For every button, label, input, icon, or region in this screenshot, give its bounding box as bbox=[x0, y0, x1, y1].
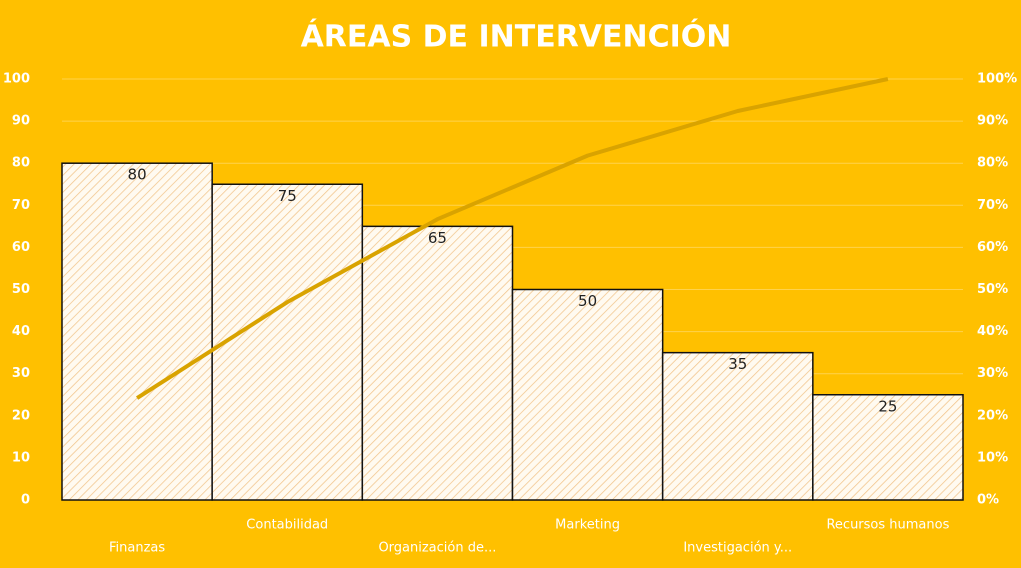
y-tick-label: 90 bbox=[12, 114, 30, 129]
y2-tick-label: 60% bbox=[977, 240, 1008, 255]
y-tick-label: 100 bbox=[3, 72, 30, 87]
y2-tick-label: 80% bbox=[977, 156, 1008, 171]
bar bbox=[812, 394, 964, 501]
bar bbox=[511, 288, 664, 501]
y2-tick-label: 30% bbox=[977, 366, 1008, 381]
x-tick-label: Finanzas bbox=[109, 541, 165, 556]
data-label: 75 bbox=[278, 187, 297, 205]
y2-tick-label: 0% bbox=[977, 493, 999, 508]
data-label: 50 bbox=[578, 292, 597, 310]
bar bbox=[61, 162, 213, 501]
y-tick-label: 0 bbox=[21, 493, 30, 508]
x-tick-label: Organización de... bbox=[378, 541, 496, 556]
bar bbox=[661, 351, 814, 501]
y-tick-label: 20 bbox=[12, 408, 30, 423]
bar bbox=[361, 225, 514, 501]
y2-tick-label: 100% bbox=[977, 72, 1017, 87]
data-label: 65 bbox=[428, 229, 447, 247]
x-tick-label: Recursos humanos bbox=[826, 518, 949, 533]
y2-tick-label: 20% bbox=[977, 408, 1008, 423]
y-tick-label: 40 bbox=[12, 324, 30, 339]
bar bbox=[211, 183, 364, 501]
y-tick-label: 30 bbox=[12, 366, 30, 381]
y-tick-label: 10 bbox=[12, 450, 30, 465]
y2-tick-label: 90% bbox=[977, 114, 1008, 129]
y2-tick-label: 70% bbox=[977, 198, 1008, 213]
data-label: 25 bbox=[878, 397, 897, 415]
data-label: 80 bbox=[128, 166, 147, 184]
y-tick-label: 60 bbox=[12, 240, 30, 255]
x-tick-label: Contabilidad bbox=[246, 518, 328, 533]
cumulative-line bbox=[136, 77, 889, 400]
y-tick-label: 70 bbox=[12, 198, 30, 213]
y-tick-label: 50 bbox=[12, 282, 30, 297]
y2-tick-label: 40% bbox=[977, 324, 1008, 339]
data-label: 35 bbox=[728, 355, 747, 373]
x-tick-label: Marketing bbox=[555, 518, 620, 533]
chart-title: ÁREAS DE INTERVENCIÓN bbox=[301, 18, 732, 55]
y-tick-label: 80 bbox=[12, 156, 30, 171]
y2-tick-label: 50% bbox=[977, 282, 1008, 297]
y2-tick-label: 10% bbox=[977, 450, 1008, 465]
x-tick-label: Investigación y... bbox=[683, 541, 792, 556]
